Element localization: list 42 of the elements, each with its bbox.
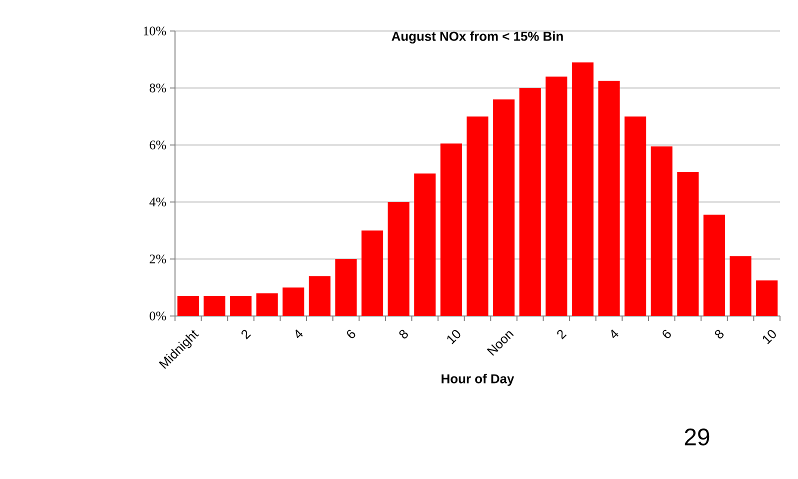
x-tick-label: 6 <box>347 330 356 338</box>
y-tick-label: 10% <box>144 26 166 36</box>
x-tick-label: 2 <box>557 330 567 340</box>
x-tick-label: 8 <box>399 330 408 338</box>
bar <box>677 172 699 316</box>
bar <box>519 88 541 316</box>
x-tick-label: 4 <box>296 330 303 338</box>
y-tick-label: 0% <box>150 312 166 320</box>
x-tick-label: 10 <box>762 330 776 344</box>
y-tick-label: 4% <box>149 198 166 206</box>
bar <box>546 76 568 316</box>
bar <box>730 256 752 316</box>
bar <box>650 146 672 316</box>
bar <box>572 62 594 316</box>
bar <box>362 230 384 316</box>
x-tick-label: 4 <box>611 330 618 338</box>
bar <box>440 144 462 316</box>
x-tick-label: 10 <box>447 330 460 344</box>
bar <box>414 173 436 316</box>
y-tick-label: 2% <box>150 254 166 264</box>
x-axis-title: Hour of Day <box>442 374 514 386</box>
bar <box>230 296 252 316</box>
x-tick-label: 2 <box>241 330 251 340</box>
bar <box>308 276 330 316</box>
bar <box>388 202 410 316</box>
y-tick-label: 6% <box>150 140 166 150</box>
bar <box>177 296 199 316</box>
x-tick-label: 8 <box>714 330 724 338</box>
x-tick-label: 6 <box>662 330 671 338</box>
bar <box>256 293 278 316</box>
bar <box>493 99 515 316</box>
bar <box>756 280 778 316</box>
bar <box>703 214 726 316</box>
y-tick-label: 8% <box>150 84 166 92</box>
bar <box>598 80 620 316</box>
bar <box>335 258 357 316</box>
chart-title: August NOx from < 15% Bin <box>392 31 563 44</box>
bar <box>466 116 488 316</box>
bar <box>204 296 226 316</box>
bar <box>624 116 646 316</box>
text: 29 <box>684 428 710 446</box>
bar <box>282 287 304 316</box>
